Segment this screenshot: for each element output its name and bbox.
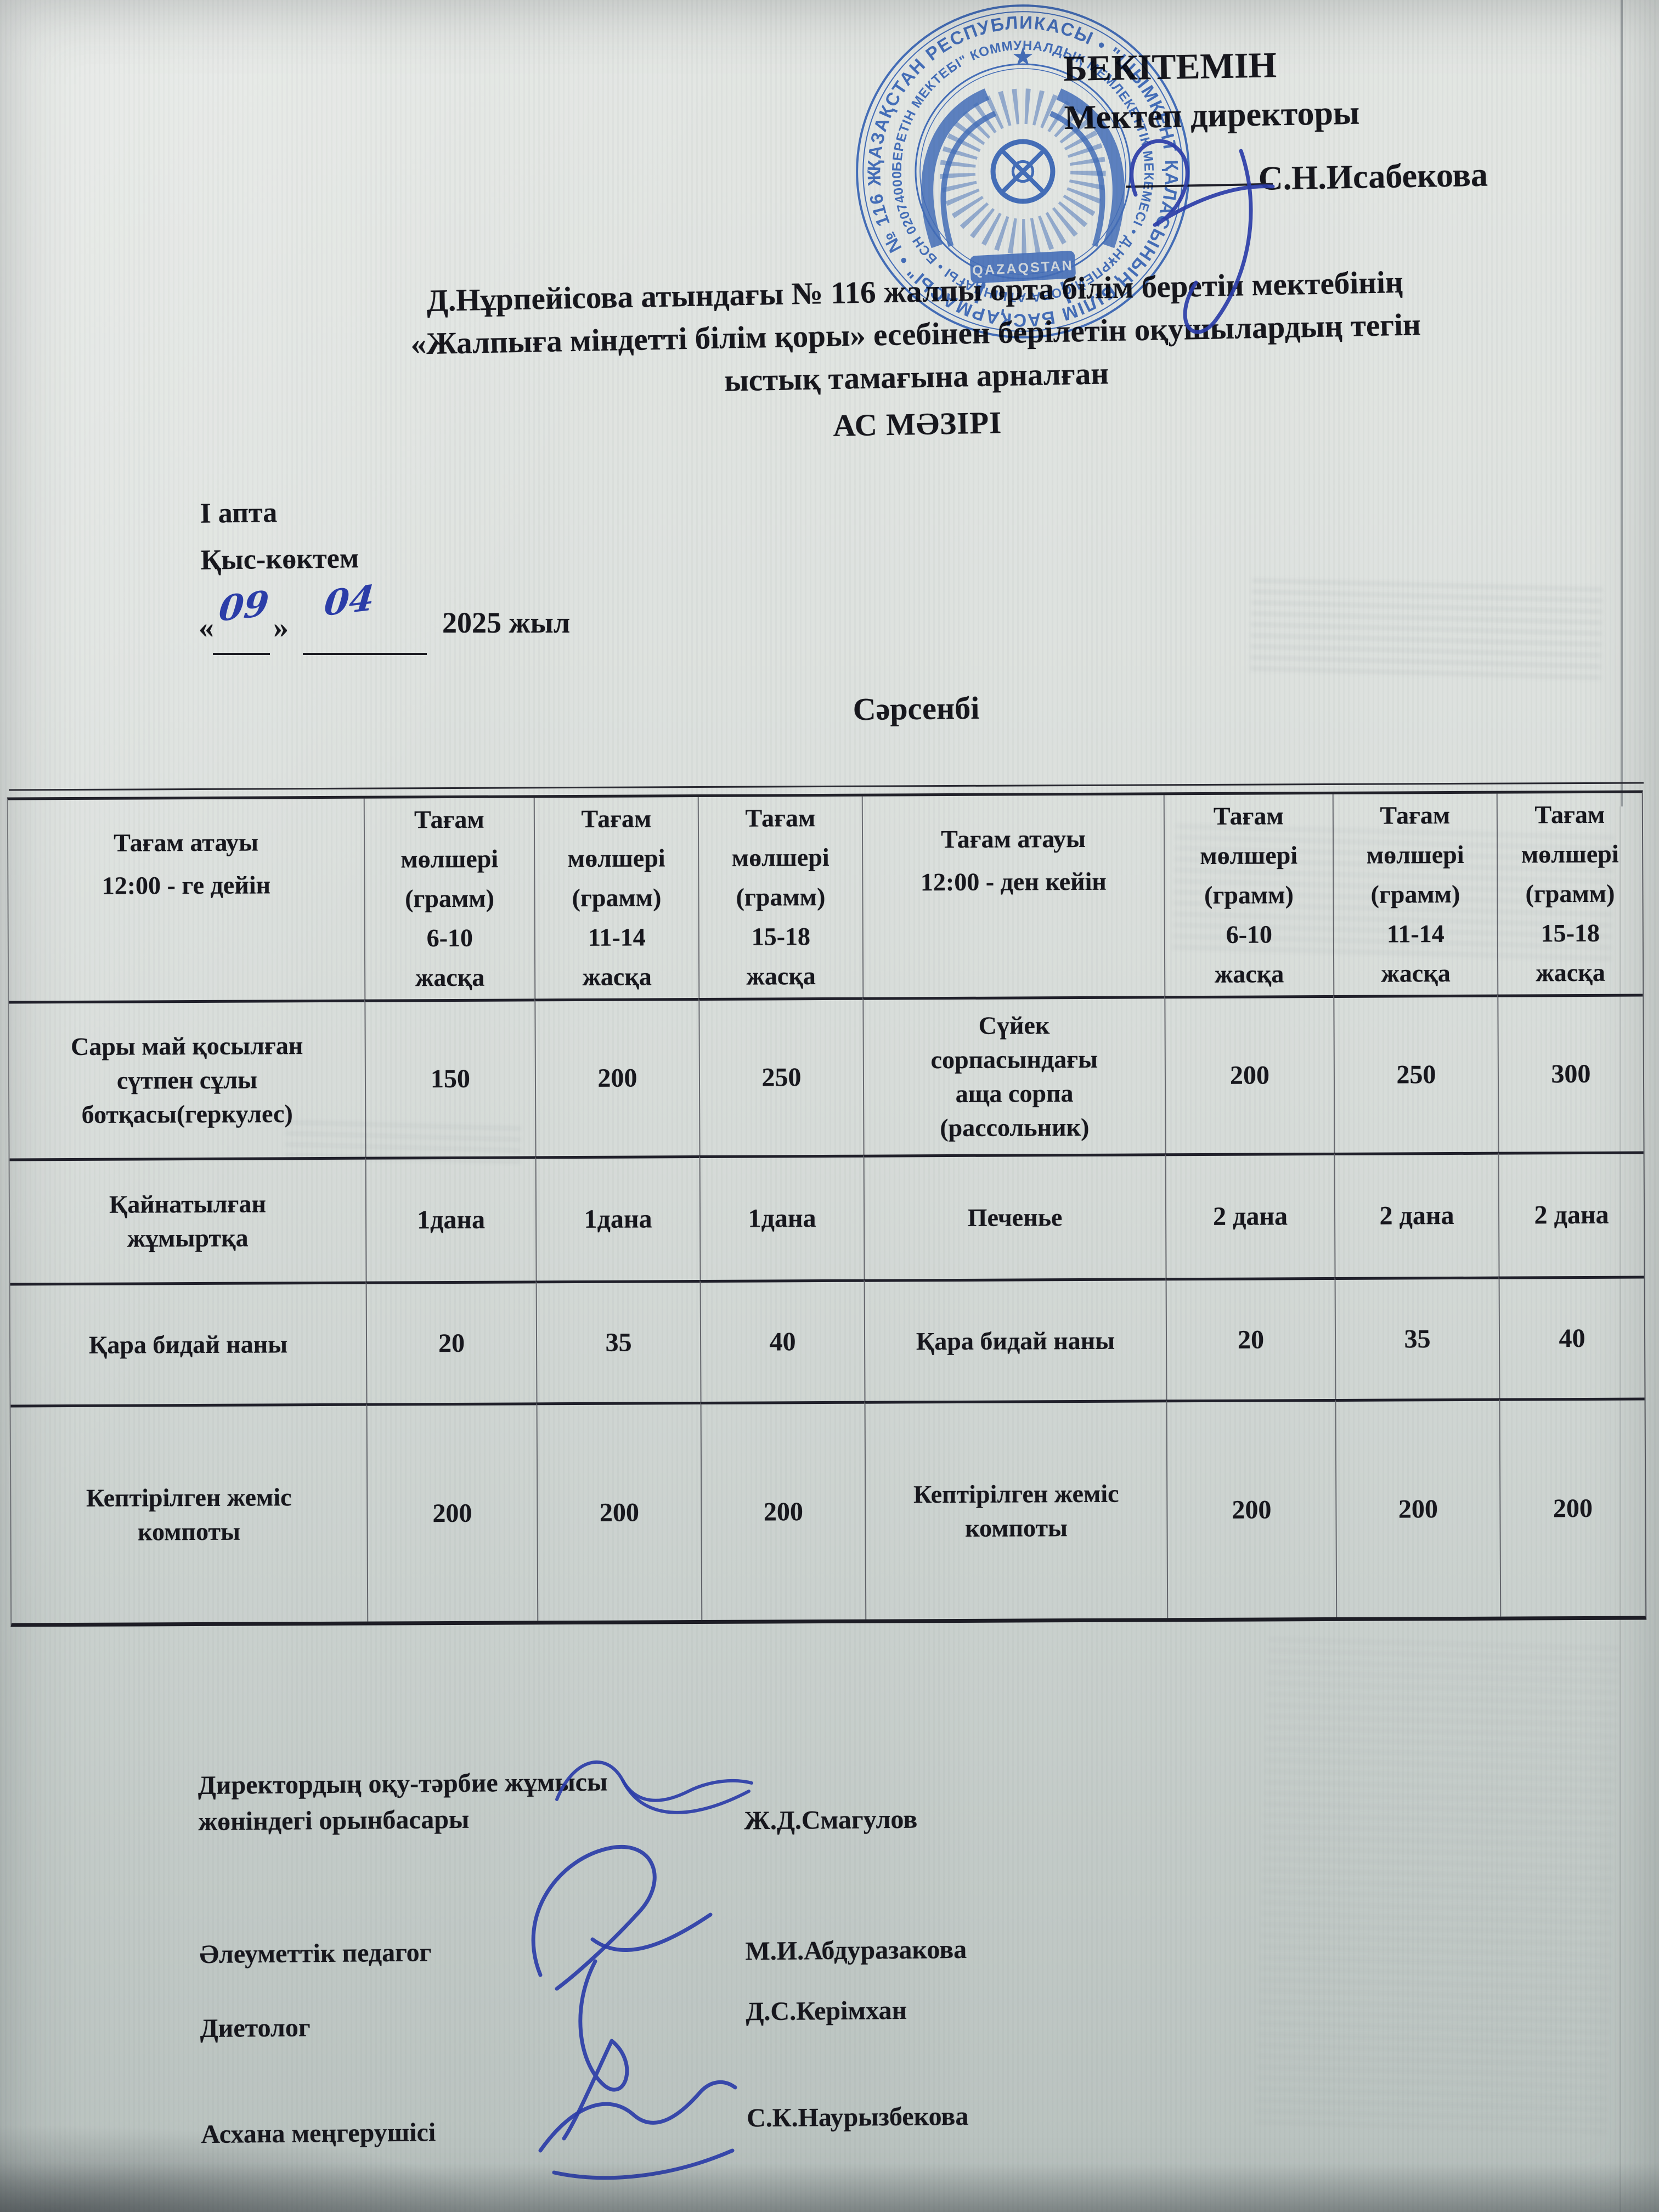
scan-artifact-bottom-shadow — [0, 2163, 1659, 2212]
date-month-line — [303, 653, 427, 655]
signature-name: С.К.Наурызбекова — [746, 2101, 969, 2133]
date-quote-open: « — [199, 611, 214, 645]
signature-name: Ж.Д.Смагулов — [744, 1804, 918, 1836]
signature-role: Диетолог — [200, 2013, 311, 2044]
date-year-label: 2025 жыл — [442, 606, 571, 639]
signature-ink — [555, 1760, 753, 1814]
signature-name: Д.С.Керімхан — [746, 1995, 907, 2027]
school-stamp: ҚАЗАҚСТАН РЕСПУБЛИКАСЫ • "ШЫМКЕНТ ҚАЛАСЫ… — [846, 0, 1190, 338]
kazakhstan-emblem-icon — [921, 88, 1125, 304]
signature-name: М.И.Абдуразакова — [745, 1934, 967, 1966]
director-signature-ink — [1130, 139, 1275, 334]
date-day-handwritten: 09 — [217, 583, 271, 630]
stamp-star-icon: ★ — [1012, 42, 1035, 71]
scan-artifact-paper-edge — [1621, 0, 1623, 806]
scan-artifact-corner-shadow — [0, 2124, 494, 2212]
signature-role: Әлеуметтік педагог — [199, 1938, 432, 1970]
signature-ink — [531, 1845, 713, 1991]
signature-ink — [562, 1959, 629, 2141]
date-day-line — [213, 653, 270, 655]
date-month-handwritten: 04 — [322, 577, 376, 625]
signature-ink — [538, 2080, 737, 2180]
scan-artifact-fold-line — [1620, 806, 1621, 2212]
date-quote-close: » — [273, 611, 289, 645]
stamp-banner: QAZAQSTAN — [969, 251, 1076, 284]
